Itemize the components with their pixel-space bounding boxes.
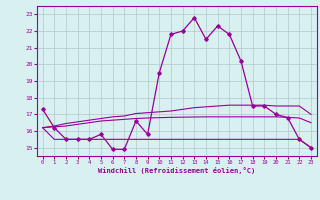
X-axis label: Windchill (Refroidissement éolien,°C): Windchill (Refroidissement éolien,°C) xyxy=(98,167,255,174)
